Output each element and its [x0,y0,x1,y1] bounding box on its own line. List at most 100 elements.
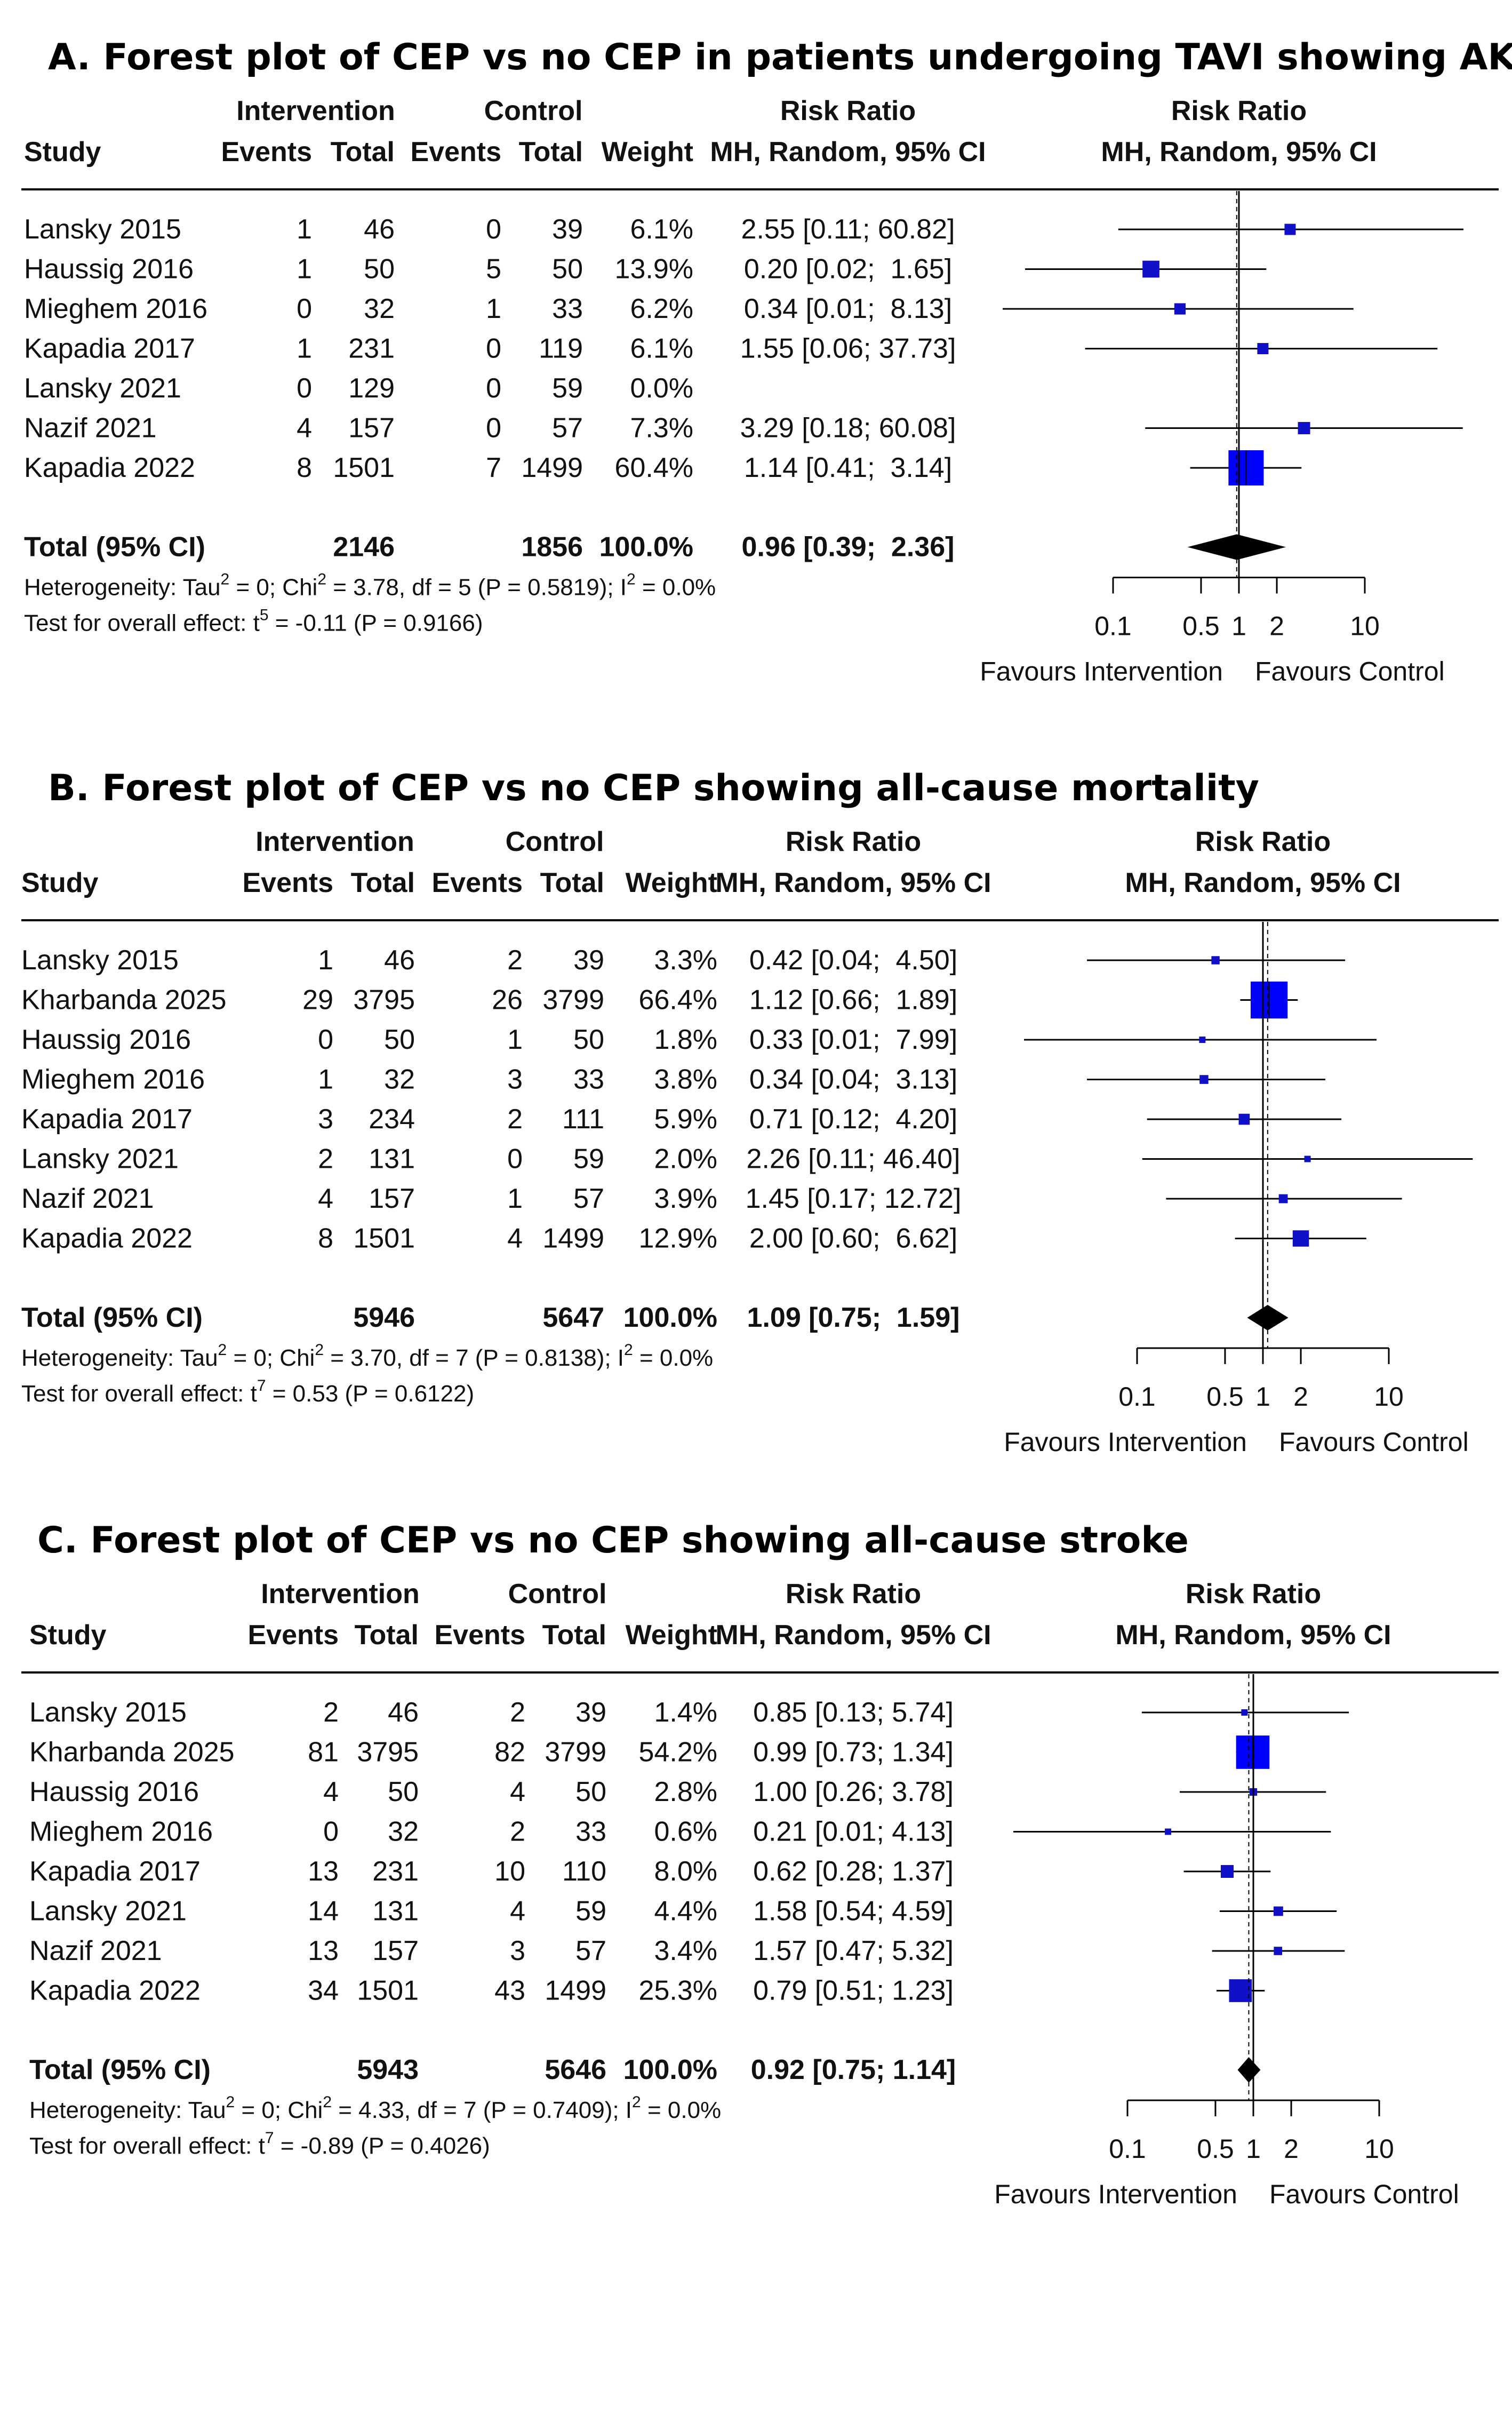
total-intervention: 32 [364,293,395,324]
events-control: 1 [507,1183,523,1214]
events-control: 10 [494,1856,525,1887]
total-control: 3799 [545,1737,606,1768]
x-tick-label: 0.1 [1118,1382,1156,1412]
events-control: 1 [486,293,501,324]
risk-ratio-ci: 0.42 [0.04; 4.50] [749,945,957,976]
study-square [1174,303,1186,315]
overall-effect-text-part: 7 [257,1377,266,1395]
study-square [1165,1828,1172,1835]
heterogeneity-text: Heterogeneity: Tau2 = 0; Chi2 = 3.78, df… [24,571,716,601]
total-control: 57 [573,1183,604,1214]
heterogeneity-text-part: = 0.0% [633,1345,713,1371]
overall-effect-text-part: 5 [260,607,269,624]
header-total-intervention: Total [355,1620,419,1651]
heterogeneity-text-part: = 3.70, df = 7 (P = 0.8138); I [324,1345,624,1371]
weight: 3.8% [654,1064,717,1095]
events-control: 1 [507,1024,523,1055]
events-control: 2 [510,1816,525,1847]
events-control: 0 [486,214,501,245]
total-control: 33 [552,293,583,324]
total-intervention: 157 [369,1183,415,1214]
study-square [1229,1979,1252,2002]
total-control: 1499 [521,452,583,483]
header-study: Study [29,1620,107,1651]
header-control: Control [484,95,583,126]
study-name: Kharbanda 2025 [29,1737,235,1768]
events-control: 3 [507,1064,523,1095]
total-weight: 100.0% [623,1302,717,1333]
study-name: Kharbanda 2025 [21,985,227,1016]
risk-ratio-ci: 2.00 [0.60; 6.62] [749,1223,957,1254]
overall-effect-text-part: = -0.89 (P = 0.4026) [274,2133,490,2159]
risk-ratio-ci: 0.62 [0.28; 1.37] [753,1856,954,1887]
header-risk-ratio: Risk Ratio [780,95,916,126]
weight: 6.1% [630,333,693,364]
events-control: 4 [510,1896,525,1927]
events-intervention: 13 [308,1856,339,1887]
study-name: Nazif 2021 [29,1935,162,1966]
events-control: 26 [492,985,523,1016]
heterogeneity-text-part: = 3.78, df = 5 (P = 0.5819); I [326,575,627,601]
study-square [1199,1037,1206,1043]
total-intervention: 131 [369,1144,415,1175]
weight: 2.8% [654,1776,717,1807]
total-intervention: 46 [364,214,395,245]
total-intervention: 3795 [353,985,415,1016]
heterogeneity-text: Heterogeneity: Tau2 = 0; Chi2 = 3.70, df… [21,1341,713,1371]
events-intervention: 1 [297,214,312,245]
header-intervention: Intervention [236,95,395,126]
risk-ratio-ci: 0.71 [0.12; 4.20] [749,1104,957,1135]
x-tick-label: 10 [1374,1382,1404,1412]
total-weight: 100.0% [599,532,693,563]
overall-effect-text: Test for overall effect: t5 = -0.11 (P =… [24,607,483,636]
total-intervention-sum: 2146 [333,532,395,563]
x-tick-label: 0.5 [1182,611,1220,641]
panel-title: C. Forest plot of CEP vs no CEP showing … [37,1519,1189,1561]
total-intervention: 50 [364,254,395,285]
heterogeneity-text-part: 2 [624,1341,633,1359]
header-events-intervention: Events [247,1620,339,1651]
events-intervention: 2 [323,1697,339,1728]
overall-effect-text-part: = 0.53 (P = 0.6122) [266,1381,475,1407]
x-tick-label: 0.1 [1109,2134,1146,2164]
total-control: 33 [573,1064,604,1095]
total-intervention: 50 [384,1024,415,1055]
study-name: Nazif 2021 [21,1183,154,1214]
total-control: 50 [552,254,583,285]
events-control: 82 [494,1737,525,1768]
header-mh-random-plot: MH, Random, 95% CI [1125,867,1401,898]
total-intervention: 231 [348,333,395,364]
events-intervention: 1 [297,254,312,285]
total-control-sum: 5647 [542,1302,604,1333]
events-control: 0 [507,1144,523,1175]
study-name: Mieghem 2016 [21,1064,205,1095]
x-tick-label: 0.5 [1206,1382,1244,1412]
weight: 0.6% [654,1816,717,1847]
weight: 8.0% [654,1856,717,1887]
weight: 3.3% [654,945,717,976]
weight: 6.2% [630,293,693,324]
risk-ratio-ci: 1.57 [0.47; 5.32] [753,1935,954,1966]
events-control: 5 [486,254,501,285]
favours-control-label: Favours Control [1255,657,1445,687]
header-control: Control [508,1579,607,1610]
favours-control-label: Favours Control [1269,2179,1459,2209]
events-intervention: 8 [318,1223,333,1254]
total-control-sum: 1856 [521,532,583,563]
heterogeneity-text-part: = 0; Chi [227,1345,315,1371]
header-mh-random-plot: MH, Random, 95% CI [1101,137,1377,168]
total-control: 3799 [542,985,604,1016]
events-control: 2 [507,1104,523,1135]
header-study: Study [21,867,99,898]
risk-ratio-ci: 0.34 [0.01; 8.13] [744,293,952,324]
study-square [1142,260,1159,278]
events-intervention: 13 [308,1935,339,1966]
weight: 60.4% [615,452,693,483]
events-intervention: 14 [308,1896,339,1927]
study-name: Mieghem 2016 [24,293,207,324]
overall-effect-text: Test for overall effect: t7 = 0.53 (P = … [21,1377,474,1407]
heterogeneity-text-part: 2 [317,571,326,588]
risk-ratio-ci: 2.55 [0.11; 60.82] [741,214,955,245]
heterogeneity-text-part: Heterogeneity: Tau [21,1345,218,1371]
